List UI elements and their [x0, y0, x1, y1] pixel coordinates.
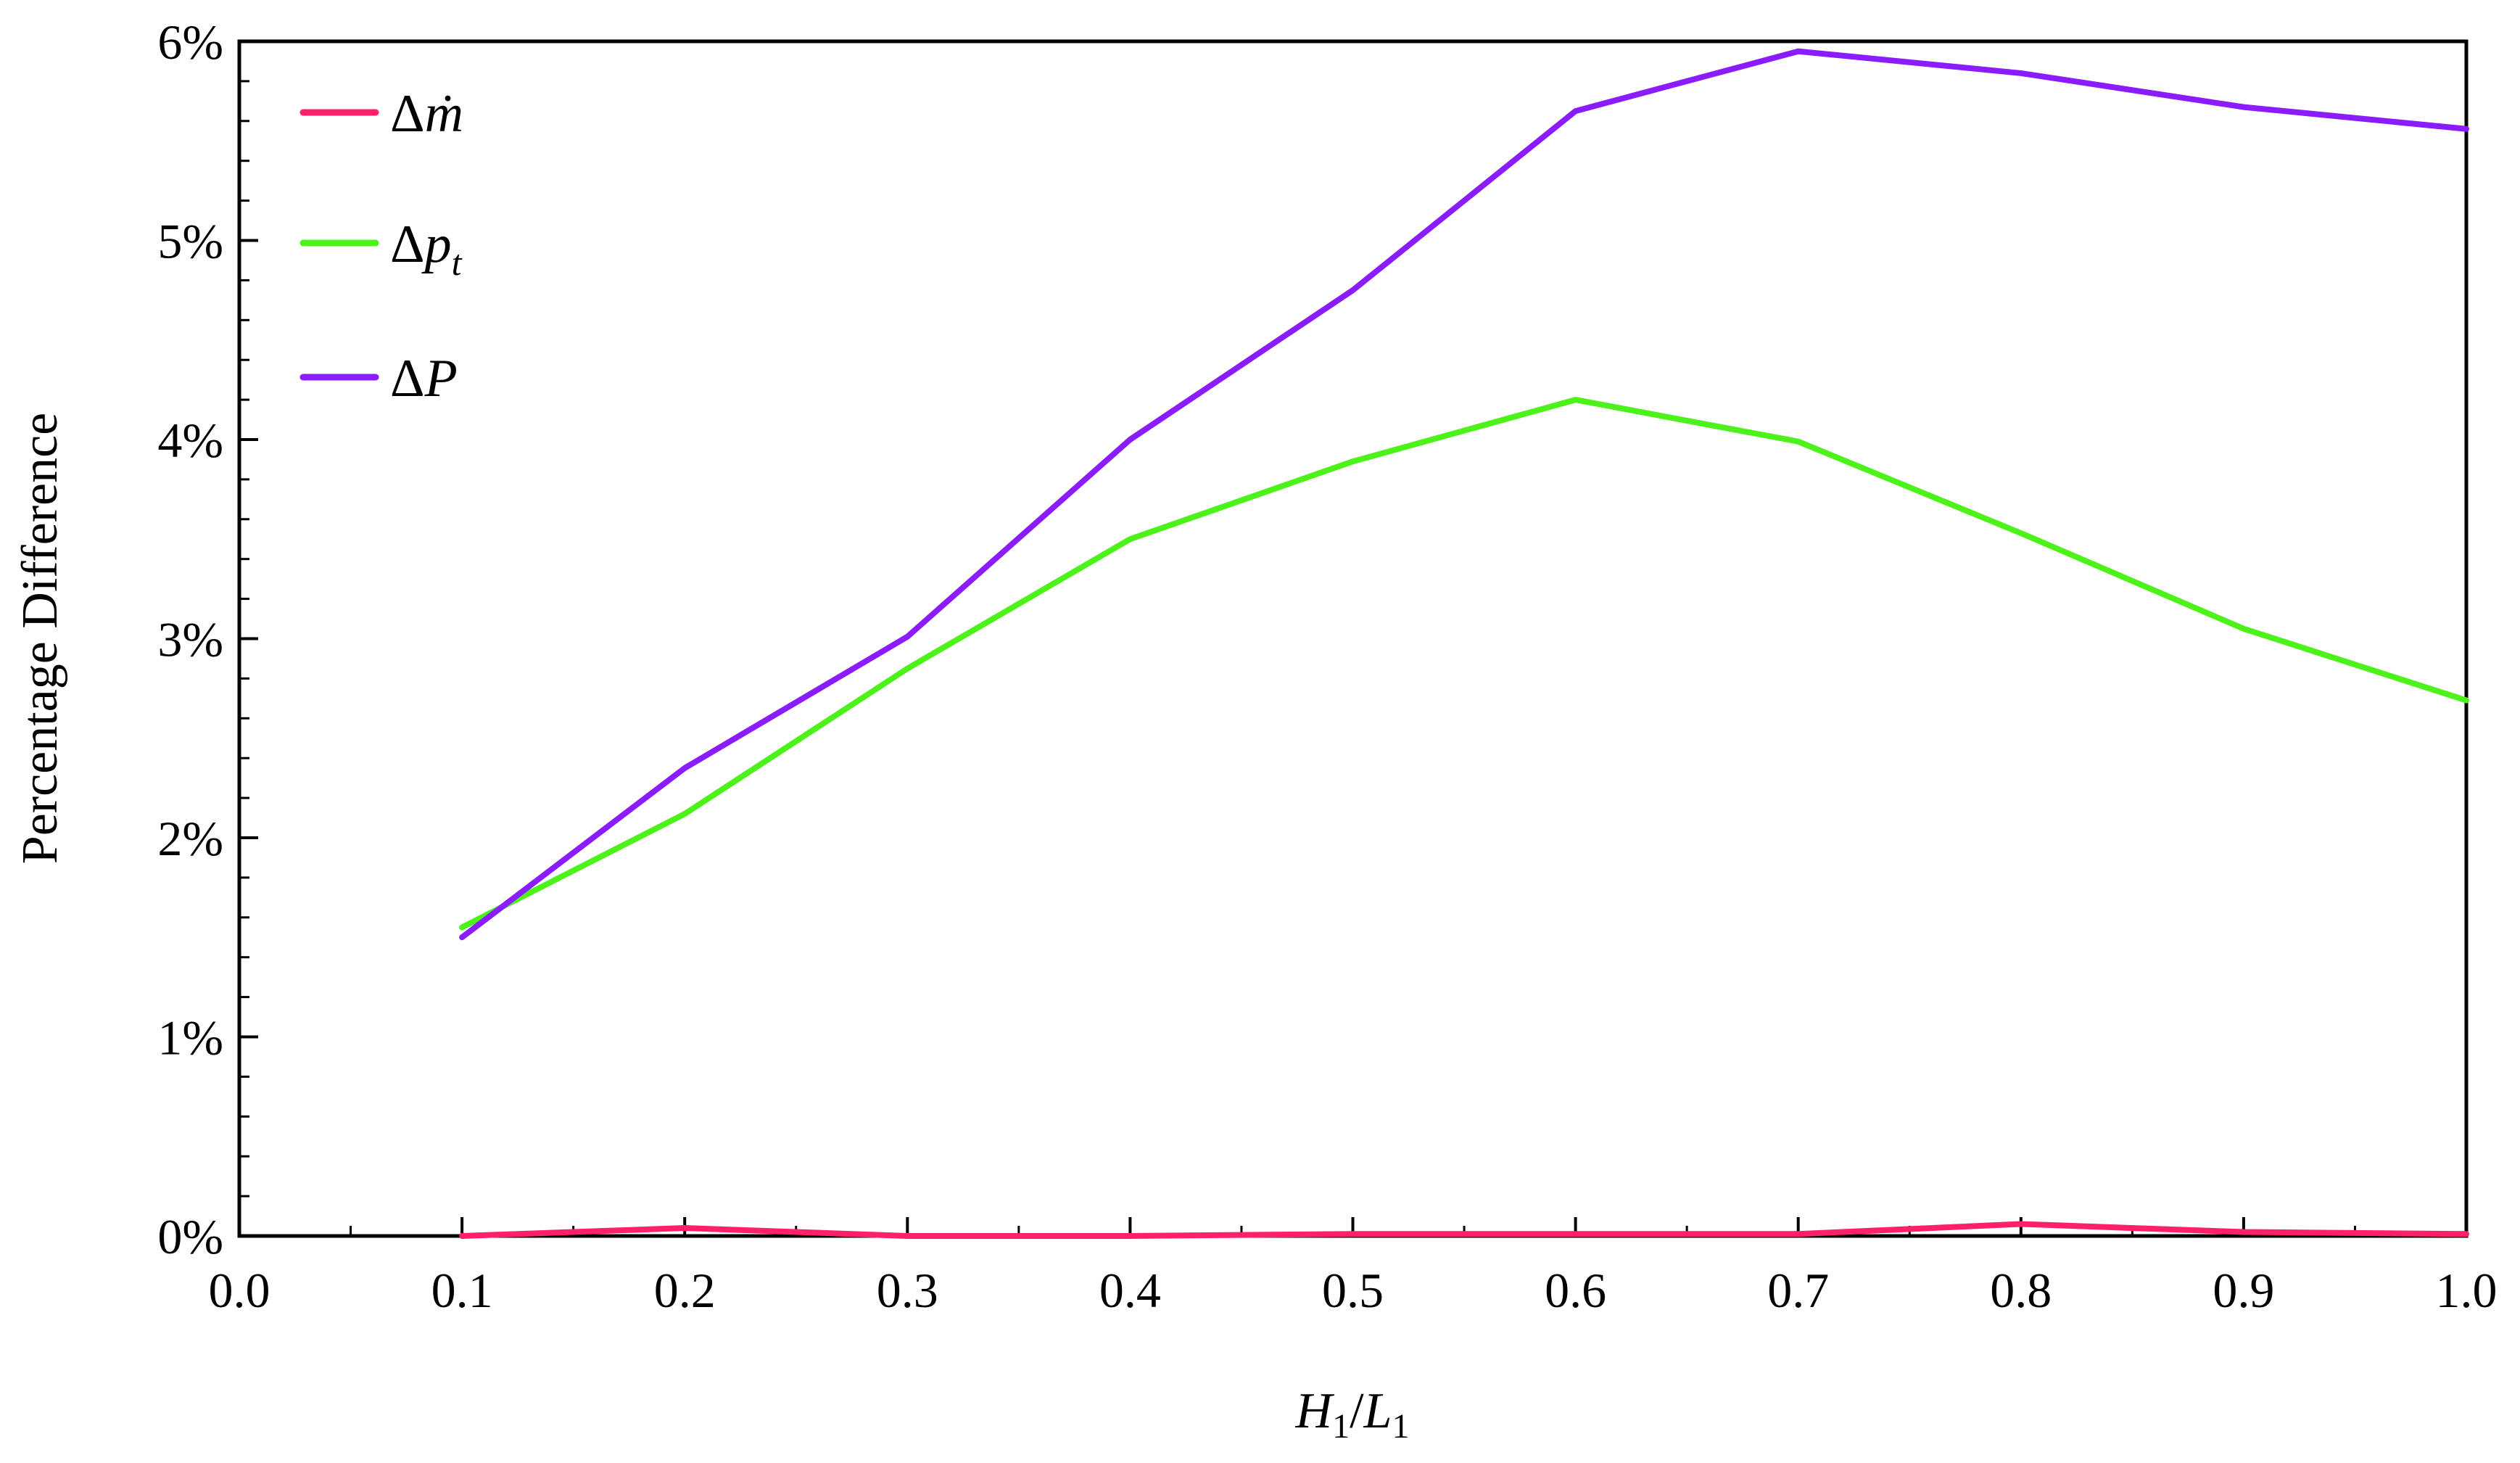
legend-delta: Δ: [390, 215, 425, 274]
y-axis: 0% 1% 2% 3% 4% 5% 6%: [157, 15, 258, 1264]
x-tick-label: 0.3: [877, 1263, 938, 1318]
x-tick-label: 0.1: [431, 1263, 493, 1318]
series-line-1: [459, 1221, 2469, 1239]
y-tick-label: 6%: [157, 15, 223, 70]
x-tick-label: 0.0: [209, 1263, 270, 1318]
legend-symbol: P: [424, 349, 458, 408]
x-tick-label: 0.9: [2213, 1263, 2274, 1318]
legend-symbol: ṁ: [425, 84, 463, 144]
series-layer: [459, 48, 2469, 1239]
y-axis-title: Percentage Difference: [12, 413, 68, 864]
plot-frame: [237, 39, 2469, 1238]
legend-subscript: t: [452, 242, 463, 283]
x-tick-label: 0.6: [1545, 1263, 1606, 1318]
y-tick-label: 0%: [157, 1209, 223, 1264]
x-tick-label: 0.5: [1322, 1263, 1384, 1318]
series-line-2: [459, 397, 2469, 931]
y-tick-label: 5%: [157, 214, 223, 269]
x-axis-title-h-sub: 1: [1332, 1407, 1350, 1446]
legend-delta: Δ: [390, 84, 425, 144]
y-tick-label: 3%: [157, 612, 223, 667]
x-axis-title: H1/L1: [1295, 1383, 1410, 1446]
legend-label-1: Δṁ: [390, 84, 463, 144]
legend-delta: Δ: [390, 349, 425, 408]
legend-label-3: ΔP: [390, 349, 458, 408]
x-tick-label: 0.8: [1990, 1263, 2052, 1318]
series-line-3: [459, 48, 2469, 941]
y-tick-label: 1%: [157, 1010, 223, 1066]
y-tick-label: 2%: [157, 811, 223, 866]
x-axis-title-sep: /: [1350, 1383, 1364, 1439]
x-axis-title-h: H: [1295, 1383, 1335, 1439]
x-tick-label: 0.7: [1767, 1263, 1829, 1318]
x-tick-label: 1.0: [2436, 1263, 2498, 1318]
x-tick-label: 0.4: [1099, 1263, 1161, 1318]
y-tick-label: 4%: [157, 413, 223, 468]
legend-label-2: Δpt: [390, 215, 463, 283]
x-axis: 0.0 0.1 0.2 0.3 0.4 0.5 0.6 0.7 0.8 0.9 1.0: [209, 1217, 2498, 1318]
x-tick-label: 0.2: [654, 1263, 716, 1318]
x-axis-title-l: L: [1363, 1383, 1392, 1439]
legend-symbol: p: [421, 215, 452, 274]
x-axis-title-l-sub: 1: [1392, 1407, 1409, 1446]
